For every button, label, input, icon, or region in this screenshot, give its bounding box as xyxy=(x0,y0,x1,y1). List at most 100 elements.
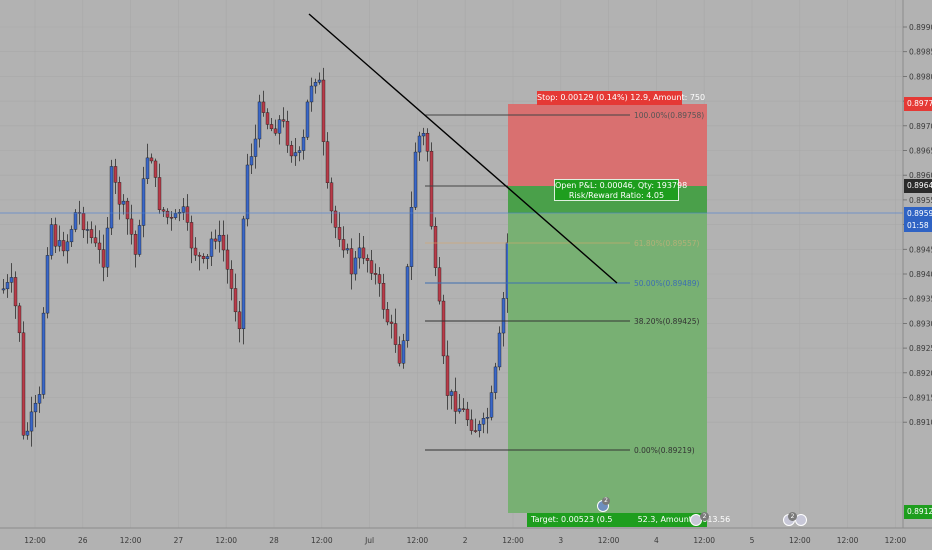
candle-body xyxy=(249,156,254,166)
candle-body xyxy=(233,288,238,313)
target-label-tail: 52.3, Amount: 2013.56 xyxy=(637,515,731,524)
candle-body xyxy=(301,136,306,151)
target-label[interactable]: Target: 0.00523 (0.5 52.3, Amount: 2013.… xyxy=(527,513,730,527)
candle-body xyxy=(57,240,62,247)
candle-body xyxy=(113,166,118,183)
open-pnl-label: Open P&L: 0.00046, Qty: 193798 xyxy=(555,181,688,190)
candle-body xyxy=(165,210,170,218)
candle-body xyxy=(321,79,326,142)
candle-body xyxy=(45,255,50,314)
candle-body xyxy=(305,101,310,138)
price-tick-label: 0.89100 xyxy=(909,418,932,427)
candle-body xyxy=(425,133,430,152)
chart-background xyxy=(0,0,903,528)
candle-body xyxy=(285,120,290,146)
target-zone[interactable] xyxy=(508,213,707,513)
candle-body xyxy=(181,206,186,213)
time-tick-label: 4 xyxy=(654,536,659,545)
candle-body xyxy=(69,229,74,243)
price-tick-label: 0.89450 xyxy=(909,245,932,254)
candle-body xyxy=(281,119,286,122)
candle-body xyxy=(385,309,390,323)
candle-body xyxy=(109,166,114,229)
price-tick-label: 0.89300 xyxy=(909,319,932,328)
time-tick-label: 12:00 xyxy=(311,536,333,545)
candle-body xyxy=(17,305,22,334)
candle-body xyxy=(469,419,474,431)
candle-body xyxy=(1,288,6,291)
candle-body xyxy=(273,128,278,134)
price-tick-label: 0.89350 xyxy=(909,295,932,304)
candle-body xyxy=(153,160,158,178)
candle-body xyxy=(149,157,154,162)
candle-body xyxy=(481,418,486,425)
candle-body xyxy=(53,224,58,247)
candle-body xyxy=(221,234,226,251)
candle-body xyxy=(229,269,234,289)
candle-body xyxy=(213,238,218,242)
time-tick-label: 12:00 xyxy=(598,536,620,545)
candle-body xyxy=(9,277,14,283)
candle-body xyxy=(465,408,470,421)
current-price-flag: 0.89598 xyxy=(904,207,932,220)
price-tick-label: 0.89150 xyxy=(909,394,932,403)
candle-body xyxy=(441,300,446,357)
candle-body xyxy=(269,124,274,130)
candle-body xyxy=(409,207,414,267)
candle-body xyxy=(345,248,350,251)
time-tick-label: 12:00 xyxy=(24,536,46,545)
candle-body xyxy=(413,151,418,208)
candle-body xyxy=(41,312,46,395)
price-tick-label: 0.89700 xyxy=(909,122,932,131)
target-label-head: Target: 0.00523 (0.5 xyxy=(531,515,613,524)
candle-body xyxy=(189,222,194,249)
candle-body xyxy=(257,101,262,140)
candle-body xyxy=(205,256,210,259)
candle-body xyxy=(97,242,102,250)
candle-body xyxy=(5,282,10,290)
price-tick-label: 0.89200 xyxy=(909,369,932,378)
fib-level-50-label: 50.00%(0.89489) xyxy=(634,279,700,288)
candle-body xyxy=(241,218,246,330)
stop-loss-zone[interactable] xyxy=(508,104,707,186)
price-tick-label: 0.89600 xyxy=(909,171,932,180)
fib-level-100-label: 100.00%(0.89758) xyxy=(634,111,704,120)
time-axis[interactable]: 12:00 26 12:00 27 12:00 28 12:00 Jul 12:00 2 12:00… xyxy=(24,536,906,545)
entry-price-flag: 0.89644 xyxy=(904,179,932,193)
candle-body xyxy=(333,210,338,228)
candle-body xyxy=(353,257,358,275)
fibonacci-retracement[interactable]: 100.00%(0.89758) 61.80%(0.89557) 50.00%(… xyxy=(425,111,704,455)
candle-body xyxy=(377,274,382,284)
candle-body xyxy=(81,213,86,231)
candle-body xyxy=(453,391,458,412)
candle-body xyxy=(209,238,214,257)
time-tick-label: 26 xyxy=(78,536,88,545)
candle-body xyxy=(65,241,70,252)
time-tick-label: 27 xyxy=(174,536,184,545)
event-flag-icon-2[interactable] xyxy=(795,514,807,526)
candle-body xyxy=(21,332,26,436)
stop-label[interactable]: Stop: 0.00129 (0.14%) 12.9, Amount: 750 xyxy=(537,91,705,105)
candle-body xyxy=(489,392,494,418)
trend-line[interactable] xyxy=(308,13,618,284)
candle-body xyxy=(309,85,314,103)
candle-body xyxy=(133,234,138,255)
candle-body xyxy=(393,323,398,345)
candle-body xyxy=(449,391,454,396)
candle-body xyxy=(185,206,190,223)
time-tick-label: 28 xyxy=(269,536,279,545)
chart-grid xyxy=(0,0,903,528)
time-tick-label: 12:00 xyxy=(215,536,237,545)
risk-reward-label: Risk/Reward Ratio: 4.05 xyxy=(568,190,665,200)
candle-body xyxy=(473,430,478,432)
candle-body xyxy=(193,247,198,256)
candle-body xyxy=(365,258,370,261)
countdown-flag: 01:58 xyxy=(904,220,932,232)
candle-body xyxy=(361,247,366,259)
price-tick-label: 0.89250 xyxy=(909,344,932,353)
candle-body xyxy=(105,227,110,268)
candle-body xyxy=(85,229,90,231)
candle-body xyxy=(429,151,434,227)
pnl-badge[interactable]: Open P&L: 0.00046, Qty: 193798 Risk/Rewa… xyxy=(554,179,688,201)
